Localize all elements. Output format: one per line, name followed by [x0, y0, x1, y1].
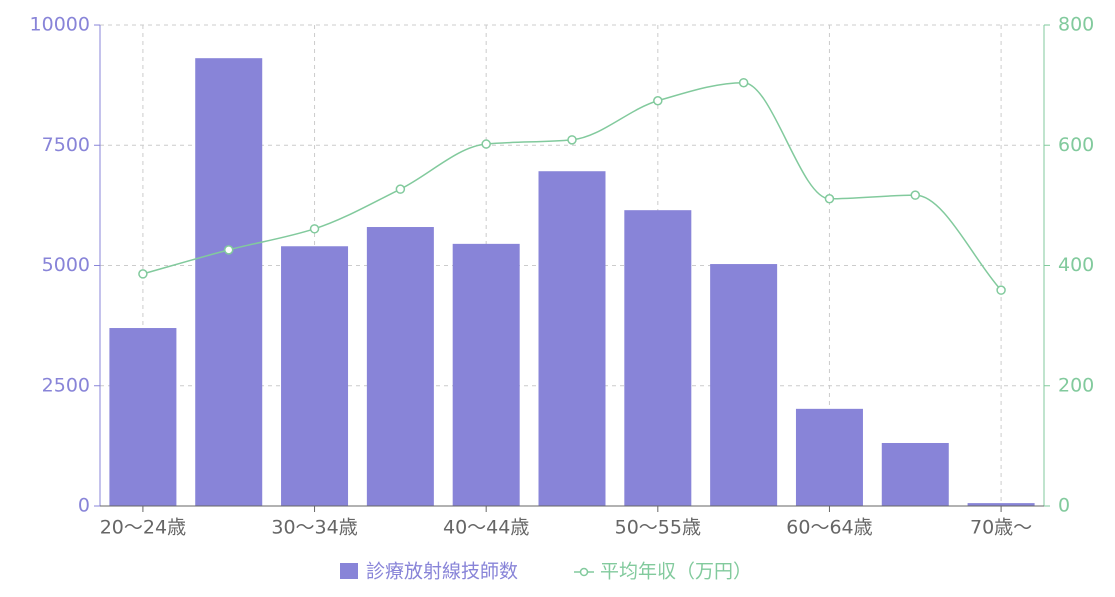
bar: [624, 210, 692, 506]
bar: [366, 227, 434, 506]
y2-tick-label: 800: [1058, 14, 1094, 36]
legend-label: 診療放射線技師数: [366, 561, 518, 583]
x-tick-label: 40〜44歳: [443, 517, 529, 539]
y-tick-label: 0: [78, 495, 90, 517]
line-point: [910, 190, 921, 200]
line-point: [824, 194, 835, 204]
y2-tick-label: 0: [1058, 495, 1070, 517]
x-tick-label: 20〜24歳: [100, 517, 186, 539]
x-tick-label: 30〜34歳: [271, 517, 357, 539]
bar: [538, 171, 606, 506]
line-point: [223, 245, 234, 255]
legend-swatch: [340, 563, 358, 579]
bar: [281, 246, 349, 506]
line-point: [309, 224, 320, 234]
line-point: [395, 184, 406, 194]
line-point: [738, 77, 749, 88]
bar: [710, 264, 778, 506]
bar: [881, 442, 949, 506]
y2-tick-label: 400: [1058, 254, 1094, 276]
bar: [795, 408, 863, 506]
line-point: [996, 285, 1006, 295]
legend-point: [579, 567, 589, 577]
y-tick-label: 5000: [42, 254, 90, 276]
x-tick-label: 60〜64歳: [786, 517, 872, 539]
line-point: [481, 139, 491, 149]
line-point: [653, 96, 663, 106]
x-tick-label: 70歳〜: [970, 517, 1032, 539]
y-tick-label: 10000: [30, 14, 90, 36]
y2-tick-label: 600: [1058, 134, 1094, 156]
bar: [195, 58, 263, 507]
y-tick-label: 2500: [42, 374, 90, 396]
y-tick-label: 7500: [42, 134, 90, 156]
line-point: [567, 135, 577, 145]
y2-tick-label: 200: [1058, 374, 1094, 396]
bar: [967, 503, 1035, 506]
bar: [452, 243, 520, 507]
line: [142, 81, 1002, 291]
line-point: [138, 269, 148, 279]
x-tick-label: 50〜55歳: [615, 517, 701, 539]
legend-label: 平均年収（万円）: [600, 561, 752, 583]
bar: [109, 328, 177, 506]
